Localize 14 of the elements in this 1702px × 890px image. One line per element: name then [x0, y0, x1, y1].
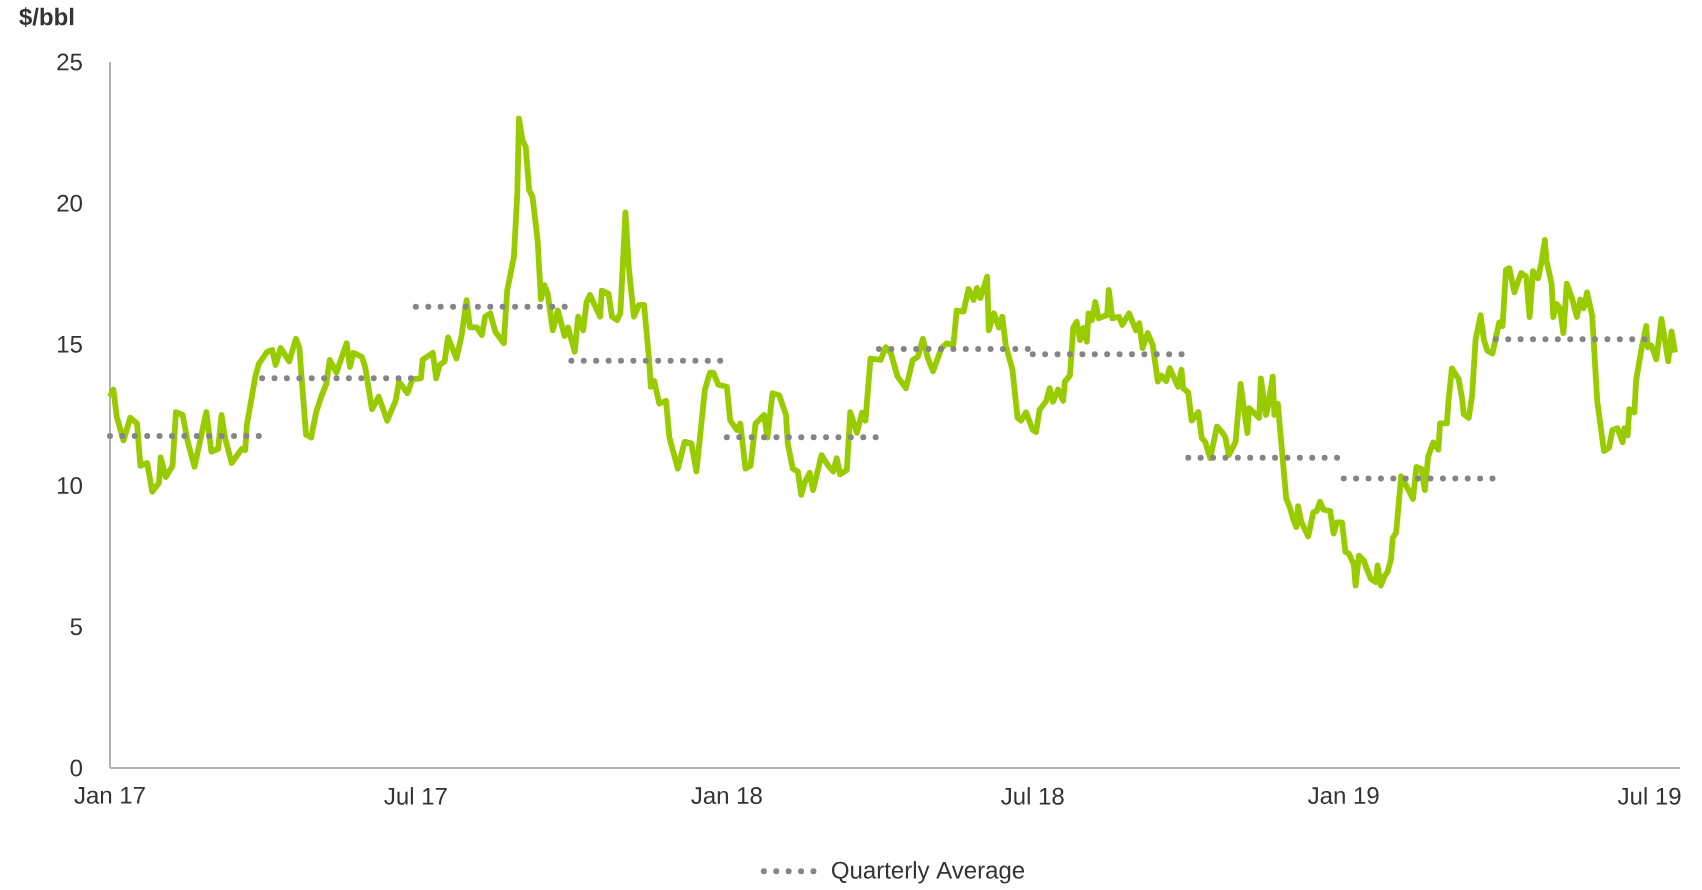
- x-tick-label: Jan 17: [74, 787, 145, 805]
- x-tick-label: Jul 18: [1001, 787, 1064, 805]
- y-axis-title: $/bbl: [19, 7, 74, 28]
- y-tick-label: 0: [70, 759, 83, 777]
- y-tick-label: 15: [58, 336, 82, 353]
- y-tick-label: 25: [57, 53, 82, 71]
- x-tick-label: Jan 19: [1308, 787, 1379, 805]
- y-tick-label: 5: [70, 618, 82, 636]
- legend-label: Quarterly Average: [831, 861, 1025, 884]
- x-tick-label: Jul 17: [384, 787, 447, 805]
- x-tick-label: Jul 19: [1617, 787, 1681, 805]
- x-tick-label: Jan 18: [691, 787, 762, 805]
- y-tick-label: 10: [58, 477, 82, 495]
- y-tick-label: 20: [57, 194, 82, 212]
